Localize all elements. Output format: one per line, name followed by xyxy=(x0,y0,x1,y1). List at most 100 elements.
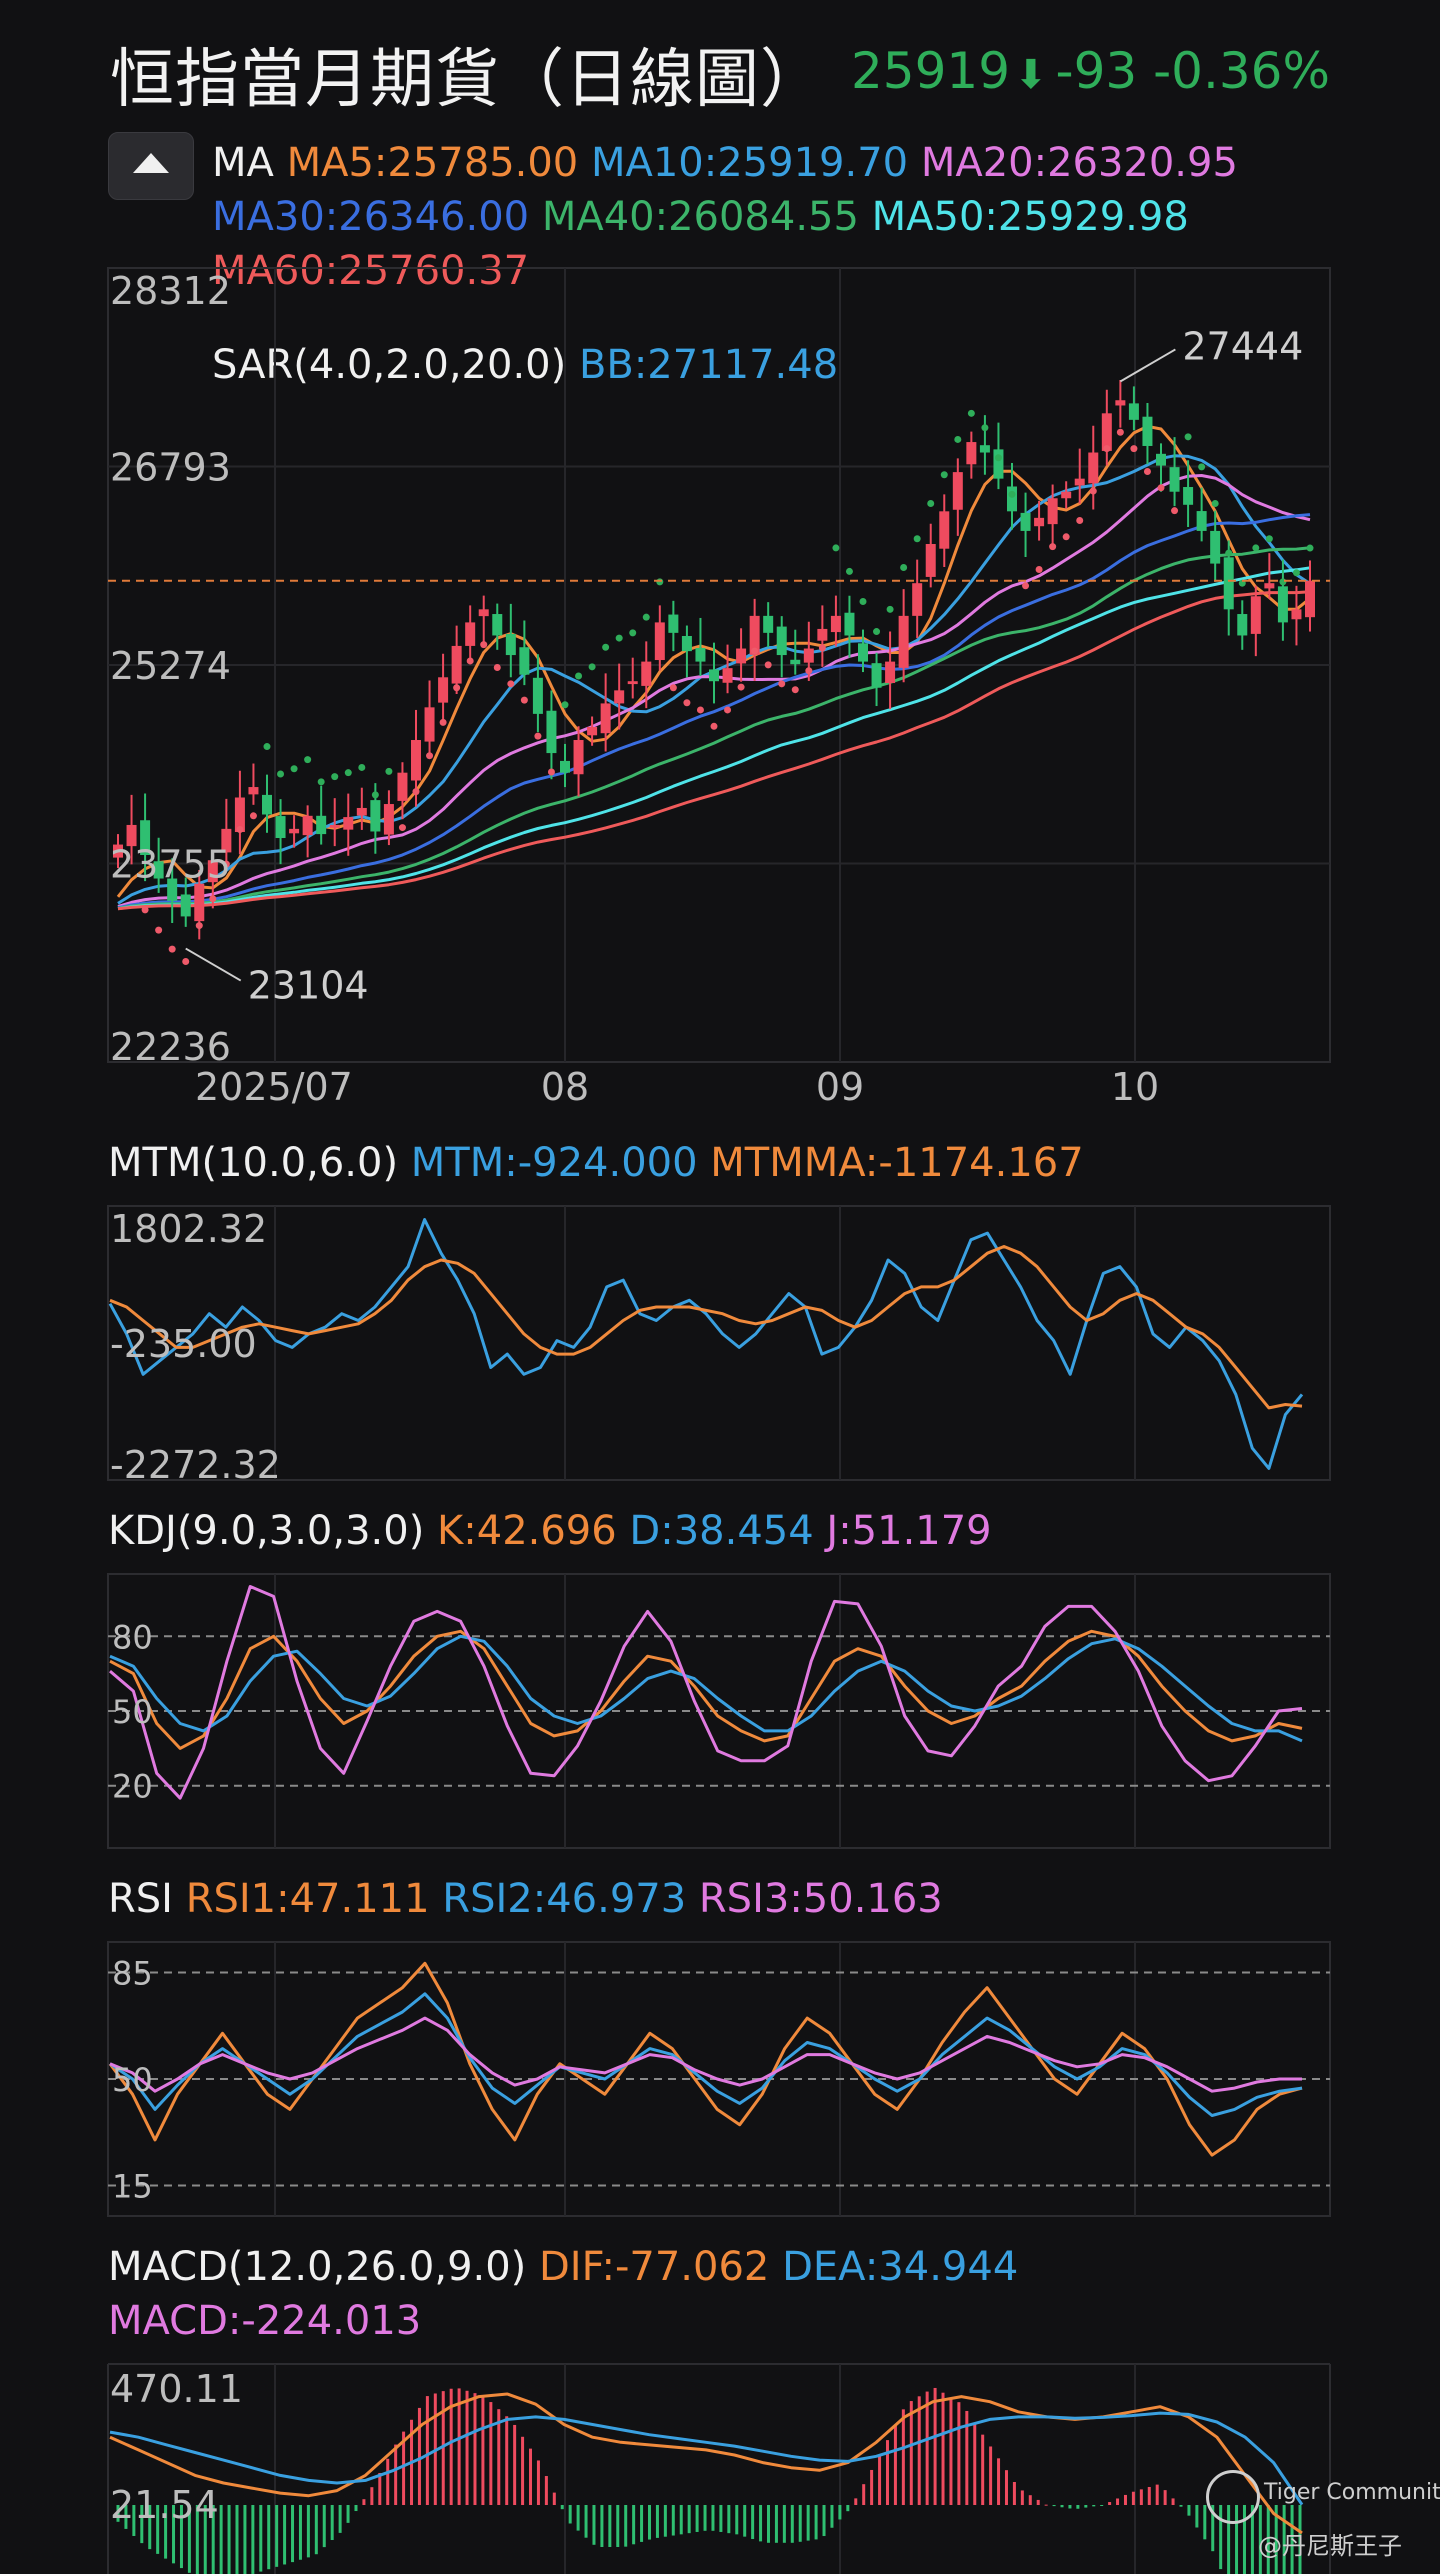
macd-histogram-bar xyxy=(338,2505,342,2533)
macd-histogram-bar xyxy=(529,2448,533,2505)
macd-histogram-bar xyxy=(1108,2502,1112,2505)
candle-body xyxy=(722,668,733,683)
macd-series-dea xyxy=(109,2411,1304,2506)
sar-dot xyxy=(480,641,488,649)
sar-dot xyxy=(1049,543,1057,551)
candle-body xyxy=(262,794,272,815)
macd-histogram-bar xyxy=(949,2397,953,2505)
mtm-chart[interactable]: 1802.32 -235.00 -2272.32 xyxy=(107,1205,1331,1487)
macd-histogram-bar xyxy=(195,2505,199,2574)
macd-histogram-bar xyxy=(235,2505,239,2574)
rsi-chart[interactable]: 85 50 15 xyxy=(107,1941,1331,2217)
sar-dot xyxy=(981,424,989,432)
mtmma-value: MTMMA:-1174.167 xyxy=(710,1140,1084,1186)
kdj-series-k xyxy=(109,1629,1303,1750)
candle-body xyxy=(898,615,909,668)
candle-body xyxy=(126,824,137,847)
macd-histogram-bar xyxy=(132,2505,136,2537)
ma5-value: MA5:25785.00 xyxy=(286,140,579,186)
kdj-tick-label: 20 xyxy=(112,1768,153,1806)
ma10-value: MA10:25919.70 xyxy=(590,140,909,186)
macd-histogram-bar xyxy=(901,2409,905,2505)
sar-dot xyxy=(859,597,867,605)
macd-histogram-bar xyxy=(1116,2498,1120,2505)
rsi1-value: RSI1:47.111 xyxy=(185,1876,430,1922)
macd-histogram-bar xyxy=(1274,2505,1278,2574)
high-pointer xyxy=(1119,348,1176,383)
price-chart[interactable]: 27444 23104 28312 26793 25274 23755 222362025/… xyxy=(107,267,1331,1109)
sar-dot xyxy=(900,564,908,572)
macd-histogram-bar xyxy=(1235,2505,1239,2574)
macd-histogram-bar xyxy=(854,2498,858,2505)
macd-legend-row-2: MACD:-224.013 xyxy=(108,2298,421,2344)
candle-body xyxy=(1223,557,1234,610)
macd-chart[interactable]: 470.11 21.54 xyxy=(107,2363,1331,2574)
macd-histogram-bar xyxy=(1163,2490,1167,2505)
macd-histogram-bar xyxy=(489,2402,493,2505)
macd-histogram-bar xyxy=(322,2505,326,2548)
sar-dot xyxy=(994,454,1002,462)
sar-dot xyxy=(331,773,339,781)
sar-dot xyxy=(1008,490,1016,498)
macd-histogram-bar xyxy=(822,2505,826,2537)
macd-histogram-bar xyxy=(187,2505,191,2573)
candle-body xyxy=(871,663,882,688)
candle-body xyxy=(1237,614,1248,636)
price-tick-label: 28312 xyxy=(110,269,231,313)
macd-histogram-bar xyxy=(1012,2481,1016,2505)
candle-body xyxy=(343,817,354,830)
date-tick-label: 2025/07 xyxy=(195,1065,353,1109)
last-price: 25919 xyxy=(850,42,1011,100)
macd-histogram-bar xyxy=(140,2505,144,2544)
sar-dot xyxy=(588,663,596,671)
candle-body xyxy=(709,669,719,682)
dea-value: DEA:34.944 xyxy=(782,2244,1019,2290)
macd-histogram-bar xyxy=(687,2505,691,2534)
macd-histogram-bar xyxy=(655,2505,659,2538)
ma-label: MA xyxy=(212,140,274,186)
macd-histogram-bar xyxy=(933,2387,937,2505)
sar-dot xyxy=(724,706,732,714)
sar-dot xyxy=(1035,565,1043,573)
ma-line-ma30 xyxy=(117,513,1311,910)
macd-histogram-bar xyxy=(870,2469,874,2505)
candle-body xyxy=(234,797,245,833)
macd-tick-label: 470.11 xyxy=(110,2367,243,2411)
candle-body xyxy=(1196,511,1207,531)
candle-body xyxy=(614,690,625,704)
macd-histogram-bar xyxy=(298,2505,302,2560)
candle-body xyxy=(1061,491,1072,499)
macd-histogram-bar xyxy=(640,2505,644,2542)
price-quote: 25919 ⬇ -93 -0.36% xyxy=(851,42,1330,100)
macd-histogram-bar xyxy=(1266,2505,1270,2574)
candle-body xyxy=(180,894,191,917)
macd-histogram-bar xyxy=(521,2436,525,2505)
macd-legend-row-1: MACD(12.0,26.0,9.0) DIF:-77.062 DEA:34.9… xyxy=(108,2244,1018,2290)
sar-dot xyxy=(615,634,623,642)
macd-histogram-bar xyxy=(1139,2489,1143,2505)
mtm-tick-label: -235.00 xyxy=(110,1322,257,1366)
macd-histogram-bar xyxy=(1028,2495,1032,2505)
macd-histogram-bar xyxy=(417,2407,421,2505)
rsi-tick-label: 85 xyxy=(112,1954,153,1992)
macd-histogram-bar xyxy=(917,2396,921,2505)
macd-histogram-bar xyxy=(909,2401,913,2505)
sar-dot xyxy=(534,732,542,740)
sar-dot xyxy=(547,768,555,776)
candle-body xyxy=(1264,583,1275,589)
candle-body xyxy=(207,860,218,883)
collapse-legend-button[interactable] xyxy=(108,132,194,200)
candle-body xyxy=(383,804,394,835)
kdj-chart[interactable]: 80 50 20 xyxy=(107,1573,1331,1849)
candle-body xyxy=(695,648,706,662)
macd-histogram-bar xyxy=(156,2505,160,2554)
sar-dot xyxy=(222,860,230,868)
rsi-legend: RSI RSI1:47.111 RSI2:46.973 RSI3:50.163 xyxy=(108,1876,943,1922)
candle-body xyxy=(817,628,828,641)
macd-histogram-bar xyxy=(259,2505,263,2572)
macd-histogram-bar xyxy=(806,2505,810,2541)
sar-dot xyxy=(290,765,298,773)
candle-body xyxy=(885,661,896,684)
low-pointer xyxy=(185,947,242,982)
